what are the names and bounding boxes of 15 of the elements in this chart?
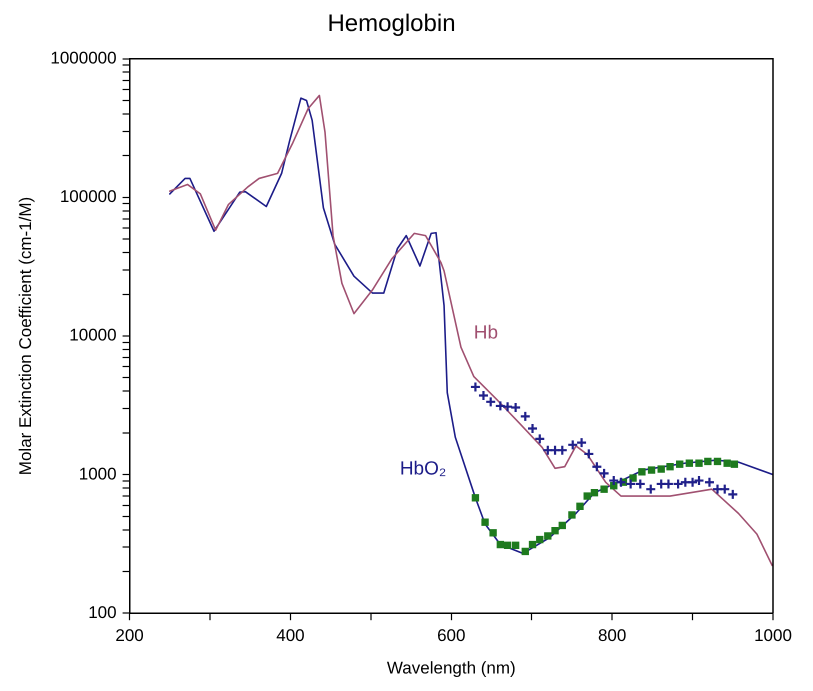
- x-tick-label: 800: [598, 626, 626, 646]
- y-tick-label: 100000: [60, 187, 117, 206]
- chart-title: Hemoglobin: [327, 10, 456, 38]
- y-tick-label: 10000: [69, 326, 117, 345]
- y-tick-label: 1000000: [50, 48, 117, 68]
- y-tick-label: 100: [88, 602, 117, 622]
- y-tick-label: 1000: [78, 464, 117, 484]
- x-tick-label: 600: [437, 626, 466, 646]
- y-axis-title: Molar Extinction Coefficient (cm-1/M): [16, 196, 35, 476]
- x-axis-title: Wavelength (nm): [386, 658, 516, 678]
- x-tick-label: 400: [276, 626, 305, 646]
- series-label: HbO₂: [400, 458, 446, 480]
- series-label: Hb: [474, 322, 498, 344]
- x-tick-label: 200: [115, 626, 144, 646]
- x-tick-label: 1000: [754, 626, 792, 646]
